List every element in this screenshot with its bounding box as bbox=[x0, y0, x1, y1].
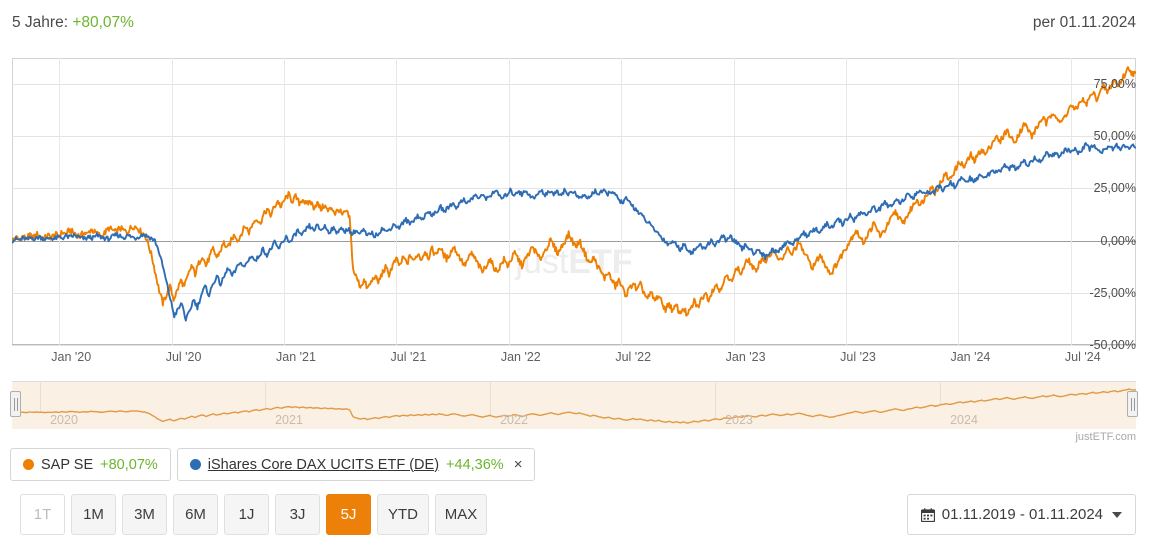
legend-item-sap[interactable]: SAP SE +80,07% bbox=[10, 448, 171, 481]
gridline-x bbox=[958, 58, 960, 345]
navigator-line bbox=[12, 388, 1136, 424]
range-button-1t: 1T bbox=[20, 494, 65, 535]
period-label: 5 Jahre: bbox=[12, 14, 69, 31]
date-range-value: 01.11.2019 - 01.11.2024 bbox=[941, 506, 1103, 523]
legend-color-dot bbox=[189, 459, 201, 470]
date-range-picker[interactable]: 01.11.2019 - 01.11.2024 bbox=[906, 494, 1136, 535]
range-button-1m[interactable]: 1M bbox=[71, 494, 116, 535]
calendar-icon bbox=[920, 507, 935, 522]
plot-top-border bbox=[12, 58, 1136, 59]
gridline-y bbox=[12, 345, 1136, 346]
x-axis-tick-label: Jan '23 bbox=[725, 350, 766, 364]
x-axis-tick-label: Jan '24 bbox=[950, 350, 991, 364]
navigator-year-label: 2021 bbox=[275, 413, 303, 427]
legend-item-change: +44,36% bbox=[446, 456, 504, 473]
navigator-handle-right[interactable] bbox=[1127, 391, 1138, 417]
range-button-ytd[interactable]: YTD bbox=[377, 494, 429, 535]
x-axis-tick-label: Jul '22 bbox=[615, 350, 652, 364]
plot-right-border bbox=[1135, 58, 1136, 345]
legend-item-label: SAP SE bbox=[41, 456, 94, 473]
navigator-gridline bbox=[265, 381, 266, 429]
as-of-date: per 01.11.2024 bbox=[1032, 14, 1136, 31]
period-summary: 5 Jahre: +80,07% bbox=[12, 14, 134, 32]
gridline-y bbox=[12, 188, 1136, 190]
gridline-x bbox=[171, 58, 173, 345]
series-line bbox=[12, 142, 1136, 322]
gridline-x bbox=[59, 58, 61, 345]
gridline-y bbox=[12, 240, 1136, 242]
range-button-5j[interactable]: 5J bbox=[326, 494, 371, 535]
legend-item-change: +80,07% bbox=[100, 456, 158, 473]
gridline-x bbox=[1070, 58, 1072, 345]
range-button-max[interactable]: MAX bbox=[435, 494, 487, 535]
chart-legend: SAP SE +80,07% iShares Core DAX UCITS ET… bbox=[10, 448, 536, 481]
navigator-year-label: 2024 bbox=[950, 413, 978, 427]
gridline-y bbox=[12, 292, 1136, 294]
x-axis-tick-label: Jul '20 bbox=[165, 350, 202, 364]
x-axis-tick-label: Jan '20 bbox=[51, 350, 92, 364]
range-button-1j[interactable]: 1J bbox=[224, 494, 269, 535]
series-line bbox=[12, 66, 1136, 317]
x-axis-tick-label: Jul '23 bbox=[840, 350, 876, 364]
x-axis-tick-label: Jul '24 bbox=[1064, 350, 1101, 364]
legend-item-ishares-dax[interactable]: iShares Core DAX UCITS ETF (DE) +44,36% … bbox=[176, 448, 536, 481]
range-navigator[interactable]: 2020 2021 2022 2023 2024 bbox=[10, 381, 1138, 429]
gridline-x bbox=[846, 58, 847, 345]
range-button-3j[interactable]: 3J bbox=[275, 494, 320, 535]
range-button-6m[interactable]: 6M bbox=[173, 494, 218, 535]
gridline-y bbox=[12, 136, 1136, 138]
x-axis-tick-label: Jul '21 bbox=[390, 350, 427, 364]
x-axis-tick-label: Jan '22 bbox=[500, 350, 541, 364]
period-change: +80,07% bbox=[72, 14, 134, 31]
navigator-year-label: 2022 bbox=[500, 413, 528, 427]
navigator-area bbox=[12, 389, 1136, 429]
series-lines bbox=[12, 66, 1136, 322]
plot-left-border bbox=[12, 58, 13, 345]
justetf-credit: justETF.com bbox=[1075, 431, 1136, 443]
gridline-x bbox=[396, 58, 398, 345]
x-axis-labels: Jan '20 Jul '20 Jan '21 Jul '21 Jan '22 Jul '… bbox=[12, 350, 1136, 370]
plot-bottom-border bbox=[12, 344, 1136, 345]
navigator-handle-left[interactable] bbox=[10, 391, 21, 417]
remove-series-icon[interactable]: × bbox=[513, 456, 523, 473]
chevron-down-icon[interactable] bbox=[1112, 511, 1122, 518]
navigator-gridline bbox=[490, 381, 491, 429]
x-axis-tick-label: Jan '21 bbox=[276, 350, 316, 364]
gridline-x bbox=[508, 58, 510, 345]
legend-item-label[interactable]: iShares Core DAX UCITS ETF (DE) bbox=[207, 456, 440, 473]
gridline-x bbox=[733, 58, 735, 345]
price-chart-plot[interactable]: justETF bbox=[12, 58, 1136, 346]
chart-header: 5 Jahre: +80,07% per 01.11.2024 bbox=[0, 14, 1150, 48]
gridline-y bbox=[12, 84, 1136, 86]
legend-color-dot bbox=[23, 459, 34, 470]
navigator-gridline bbox=[715, 381, 716, 429]
range-button-3m[interactable]: 3M bbox=[122, 494, 167, 535]
time-range-buttons: 1T 1M 3M 6M 1J 3J 5J YTD MAX bbox=[20, 494, 487, 535]
navigator-series bbox=[12, 388, 1136, 429]
navigator-gridline bbox=[40, 381, 41, 429]
navigator-year-label: 2023 bbox=[725, 413, 753, 427]
navigator-year-label: 2020 bbox=[50, 413, 78, 427]
navigator-top-border bbox=[12, 381, 1136, 382]
